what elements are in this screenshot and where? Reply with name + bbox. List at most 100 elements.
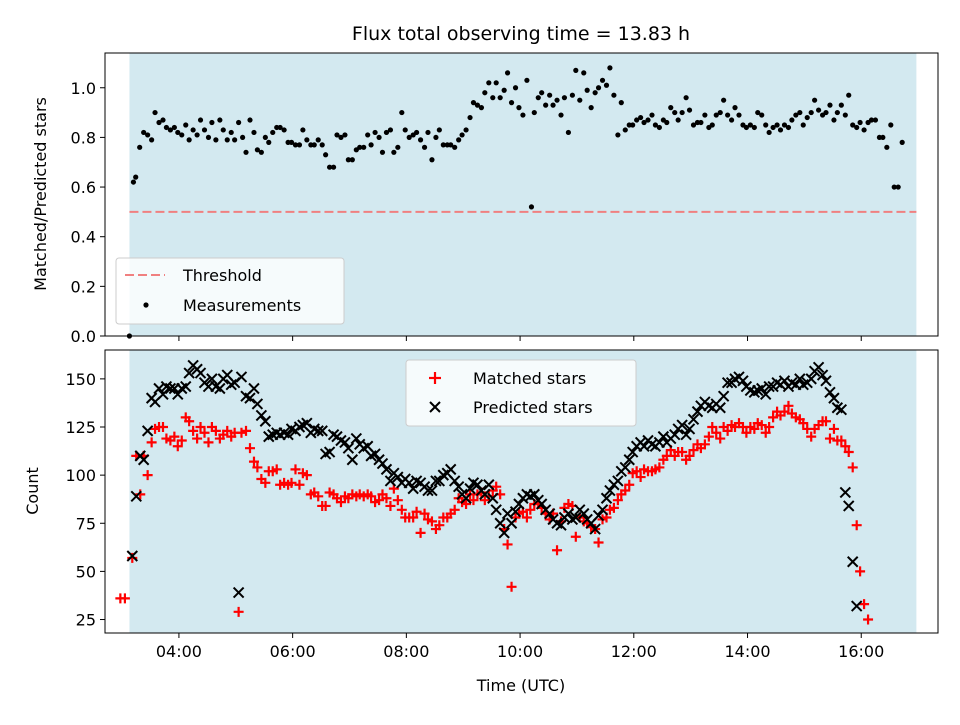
matched-star-point bbox=[468, 495, 479, 506]
measurement-point bbox=[615, 132, 621, 138]
matched-star-point bbox=[749, 423, 760, 434]
bottom-ytick-label: 100 bbox=[65, 466, 96, 485]
measurement-point bbox=[823, 109, 829, 116]
predicted-star-point bbox=[255, 409, 268, 422]
measurement-point bbox=[490, 95, 496, 101]
matched-star-point bbox=[396, 504, 407, 515]
measurement-point bbox=[232, 137, 238, 143]
measurement-point bbox=[406, 134, 412, 141]
measurement-point bbox=[160, 117, 166, 123]
legend-top: Threshold Measurements bbox=[115, 257, 345, 325]
predicted-star-point bbox=[445, 463, 457, 476]
measurement-point bbox=[634, 117, 640, 123]
measurement-point bbox=[588, 105, 594, 111]
measurement-point bbox=[345, 157, 351, 163]
matched-star-point bbox=[654, 462, 665, 473]
measurement-point bbox=[891, 184, 897, 190]
measurement-point bbox=[698, 119, 704, 126]
measurement-point bbox=[217, 117, 223, 123]
chart-title: Flux total observing time = 13.83 h bbox=[352, 23, 690, 45]
matched-star-point bbox=[847, 462, 858, 473]
matched-star-point bbox=[169, 431, 180, 442]
measurement-point bbox=[804, 114, 810, 121]
measurement-point bbox=[899, 139, 905, 145]
measurement-point bbox=[459, 132, 465, 138]
legend-measurements-label: Measurements bbox=[183, 296, 301, 315]
matched-star-point bbox=[521, 512, 532, 523]
predicted-star-point bbox=[683, 423, 696, 435]
legend-measurements-swatch bbox=[143, 302, 149, 308]
measurement-point bbox=[296, 142, 303, 148]
measurement-point bbox=[349, 157, 355, 163]
legend-predicted-label: Predicted stars bbox=[473, 398, 593, 417]
measurement-point bbox=[573, 67, 579, 73]
measurement-point bbox=[357, 144, 363, 150]
legend-bottom: Matched stars Predicted stars bbox=[405, 359, 637, 427]
matched-star-point bbox=[449, 504, 460, 515]
measurement-point bbox=[254, 147, 260, 153]
measurement-point bbox=[228, 129, 234, 136]
matched-star-point bbox=[631, 466, 642, 477]
measurement-point bbox=[569, 92, 575, 98]
matched-star-point bbox=[798, 418, 809, 429]
predicted-star-point bbox=[369, 448, 381, 460]
matched-star-point bbox=[760, 427, 771, 438]
matched-star-point bbox=[552, 545, 563, 556]
matched-star-point bbox=[290, 464, 301, 475]
matched-star-point bbox=[843, 447, 854, 458]
matched-star-point bbox=[146, 437, 157, 448]
measurement-point bbox=[501, 87, 507, 93]
predicted-star-point bbox=[843, 500, 855, 512]
measurement-point bbox=[656, 124, 662, 131]
measurement-point bbox=[732, 105, 738, 111]
matched-star-point bbox=[783, 400, 794, 411]
predicted-star-point bbox=[828, 392, 840, 404]
predicted-star-point bbox=[600, 492, 613, 504]
measurement-point bbox=[130, 179, 137, 185]
bottom-xtick-label: 10:00 bbox=[497, 642, 543, 661]
predicted-star-point bbox=[460, 492, 472, 504]
measurement-point bbox=[266, 139, 272, 145]
matched-star-points bbox=[115, 400, 874, 625]
matched-star-point bbox=[411, 506, 422, 517]
predicted-star-point bbox=[452, 480, 465, 493]
measurement-point bbox=[565, 129, 572, 136]
measurement-point bbox=[387, 127, 394, 133]
predicted-star-point bbox=[820, 375, 832, 387]
predicted-star-point bbox=[342, 442, 355, 454]
measurement-point bbox=[895, 184, 901, 190]
measurement-points bbox=[126, 65, 905, 339]
measurement-point bbox=[482, 90, 488, 96]
measurement-point bbox=[554, 97, 560, 103]
legend-box-bottom bbox=[405, 359, 637, 427]
matched-star-point bbox=[244, 443, 255, 454]
matched-star-point bbox=[434, 520, 445, 531]
measurement-point bbox=[834, 109, 840, 116]
measurement-point bbox=[474, 102, 481, 108]
x-ticks-bottom: 04:00 06:00 08:00 10:00 12:00 14:00 16:00 bbox=[156, 633, 884, 661]
predicted-star-point bbox=[339, 436, 351, 449]
predicted-star-point bbox=[494, 517, 506, 529]
measurement-point bbox=[391, 149, 397, 155]
bottom-ytick-label: 150 bbox=[65, 370, 96, 389]
predicted-star-point bbox=[528, 488, 541, 501]
matched-star-point bbox=[415, 527, 426, 538]
measurement-point bbox=[528, 204, 535, 210]
measurement-point bbox=[326, 164, 333, 170]
bottom-xtick-label: 06:00 bbox=[270, 642, 316, 661]
measurement-point bbox=[645, 117, 651, 123]
predicted-star-point bbox=[839, 486, 852, 499]
matched-star-point bbox=[157, 422, 168, 433]
measurement-point bbox=[652, 122, 659, 128]
predicted-star-point bbox=[180, 380, 192, 393]
matched-star-point bbox=[741, 427, 752, 438]
matched-star-point bbox=[688, 445, 699, 456]
measurement-point bbox=[770, 124, 776, 131]
bottom-ytick-label: 50 bbox=[76, 562, 96, 581]
matched-star-point bbox=[241, 425, 252, 436]
measurement-point bbox=[683, 95, 689, 101]
measurement-point bbox=[311, 142, 317, 148]
measurement-point bbox=[497, 95, 503, 101]
measurement-point bbox=[789, 117, 795, 123]
measurement-point bbox=[167, 127, 173, 133]
